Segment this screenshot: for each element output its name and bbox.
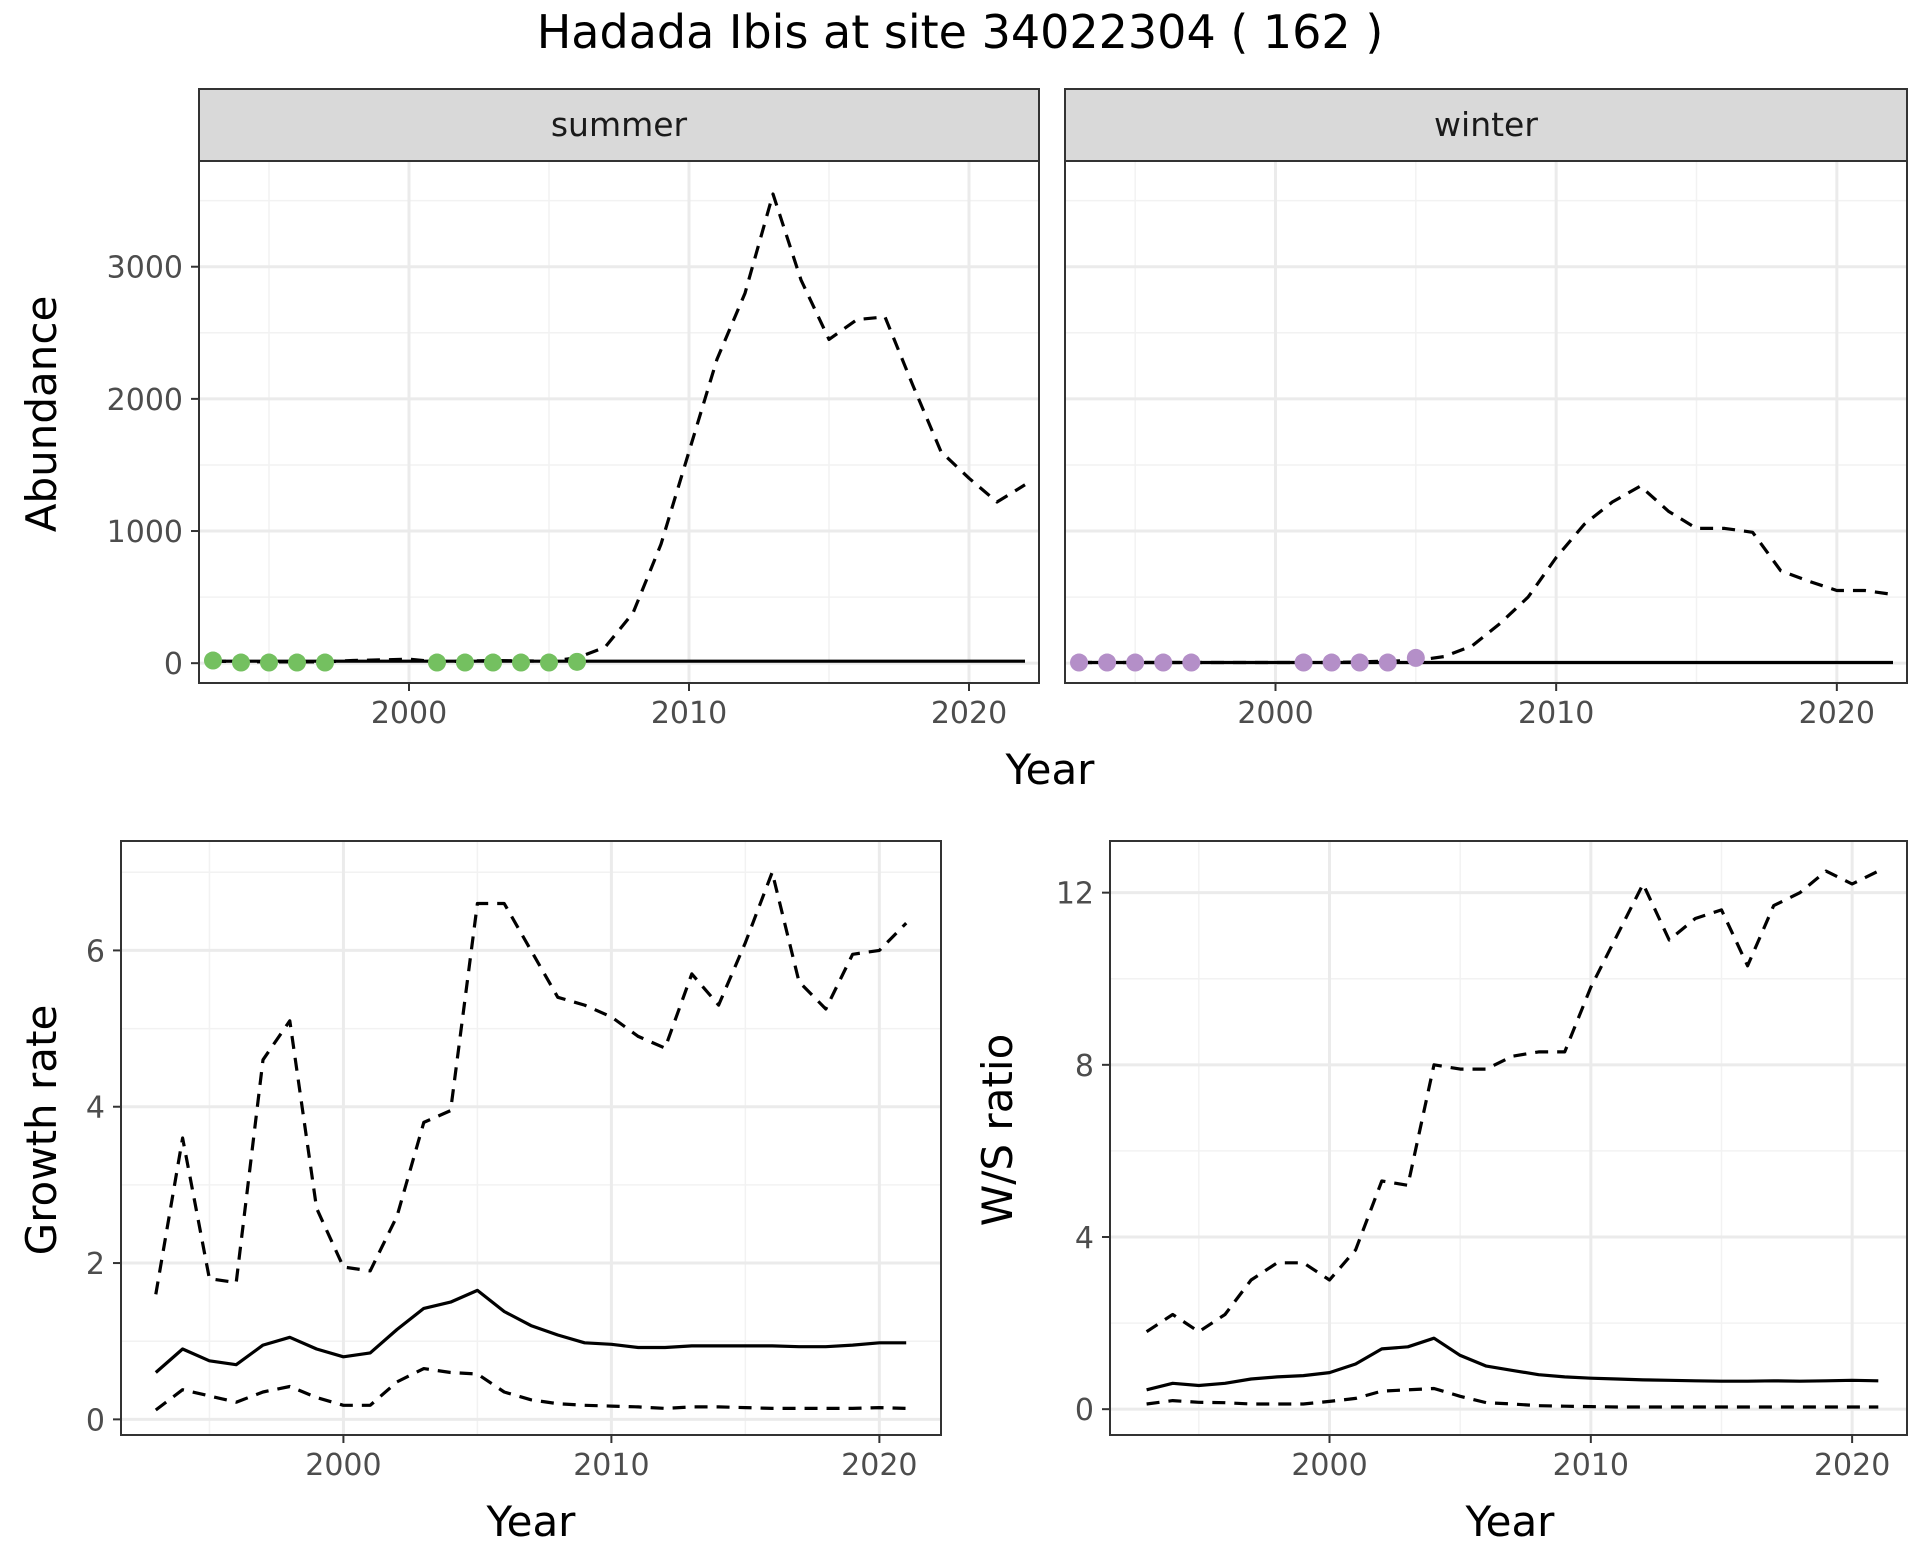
ws-x-axis-label: Year	[1465, 1497, 1556, 1546]
strip-winter	[1064, 88, 1908, 162]
data-point	[428, 653, 446, 672]
x-tick-label: 2000	[371, 696, 447, 731]
data-point	[1322, 653, 1341, 672]
x-tick-label: 2010	[1553, 1448, 1629, 1483]
y-tick-label: 8	[1075, 1049, 1094, 1084]
data-point	[512, 653, 530, 672]
top-x-axis-label: Year	[1005, 745, 1096, 794]
strip-summer	[198, 88, 1040, 162]
y-tick-label: 6	[86, 934, 105, 969]
data-point	[1126, 653, 1145, 672]
x-tick-label: 2020	[931, 696, 1007, 731]
data-point	[456, 653, 474, 672]
top-y-axis-label: Abundance	[17, 296, 66, 533]
data-point	[204, 651, 222, 670]
panel-growth-rate: 2000 2010 2020 0 2 4 6	[86, 840, 942, 1483]
data-point	[260, 653, 278, 672]
data-point	[1182, 653, 1201, 672]
data-point	[1406, 648, 1425, 667]
y-tick-label: 3000	[107, 251, 183, 286]
x-tick-label: 2020	[1799, 696, 1875, 731]
x-tick-label: 2010	[1518, 696, 1594, 731]
data-point	[1154, 653, 1173, 672]
strip-label-summer: summer	[551, 105, 688, 144]
x-tick-label: 2000	[1291, 1448, 1367, 1483]
series-line-dashed	[1146, 1386, 1879, 1409]
y-tick-label: 0	[86, 1403, 105, 1438]
data-point	[1098, 653, 1117, 672]
data-point	[232, 653, 250, 672]
plot-background	[199, 161, 1039, 683]
y-tick-label: 4	[1075, 1221, 1094, 1256]
y-tick-label: 0	[164, 647, 183, 682]
y-tick-label: 12	[1056, 877, 1094, 912]
series-line-dashed	[212, 192, 1026, 664]
x-tick-label: 2020	[1814, 1448, 1890, 1483]
panel-border	[120, 840, 942, 1436]
panel-border	[1064, 160, 1908, 684]
growth-x-axis-label: Year	[486, 1497, 577, 1546]
panel-ws-ratio: 2000 2010 2020 0 4 8 12	[1056, 840, 1908, 1483]
series-line-dashed	[1145, 869, 1880, 1334]
chart-title: Hadada Ibis at site 34022304 ( 162 )	[537, 5, 1384, 59]
data-point	[540, 653, 558, 672]
data-point	[1350, 653, 1369, 672]
series-line-dashed	[154, 870, 908, 1295]
panel-border	[198, 160, 1040, 684]
data-point	[316, 653, 334, 672]
ws-y-axis-label: W/S ratio	[973, 1034, 1022, 1227]
strip-label-winter: winter	[1434, 105, 1538, 144]
y-tick-label: 0	[1075, 1393, 1094, 1428]
data-point	[568, 652, 586, 671]
x-tick-label: 2000	[305, 1448, 381, 1483]
y-tick-label: 1000	[107, 515, 183, 550]
series-line-solid	[1146, 1336, 1879, 1392]
series-line-dashed	[1079, 484, 1894, 665]
data-point	[288, 653, 306, 672]
plot-background	[1065, 161, 1907, 683]
panel-border	[1109, 840, 1908, 1436]
y-tick-label: 2000	[107, 383, 183, 418]
panel-summer-abundance: 2000 2010 2020 0 1000 2000 3000	[107, 160, 1040, 731]
series-line-dashed	[154, 1367, 907, 1412]
x-tick-label: 2010	[651, 696, 727, 731]
data-point	[1294, 653, 1313, 672]
plot-background	[121, 841, 941, 1435]
x-tick-label: 2000	[1237, 696, 1313, 731]
series-line-solid	[154, 1288, 907, 1374]
data-point	[1378, 653, 1397, 672]
plot-background	[1110, 841, 1907, 1435]
y-tick-label: 2	[86, 1247, 105, 1282]
data-point	[484, 653, 502, 672]
panel-winter-abundance: 2000 2010 2020	[1064, 160, 1908, 731]
data-point	[1070, 653, 1089, 672]
x-tick-label: 2010	[573, 1448, 649, 1483]
x-tick-label: 2020	[841, 1448, 917, 1483]
growth-y-axis-label: Growth rate	[17, 1005, 66, 1256]
y-tick-label: 4	[86, 1091, 105, 1126]
